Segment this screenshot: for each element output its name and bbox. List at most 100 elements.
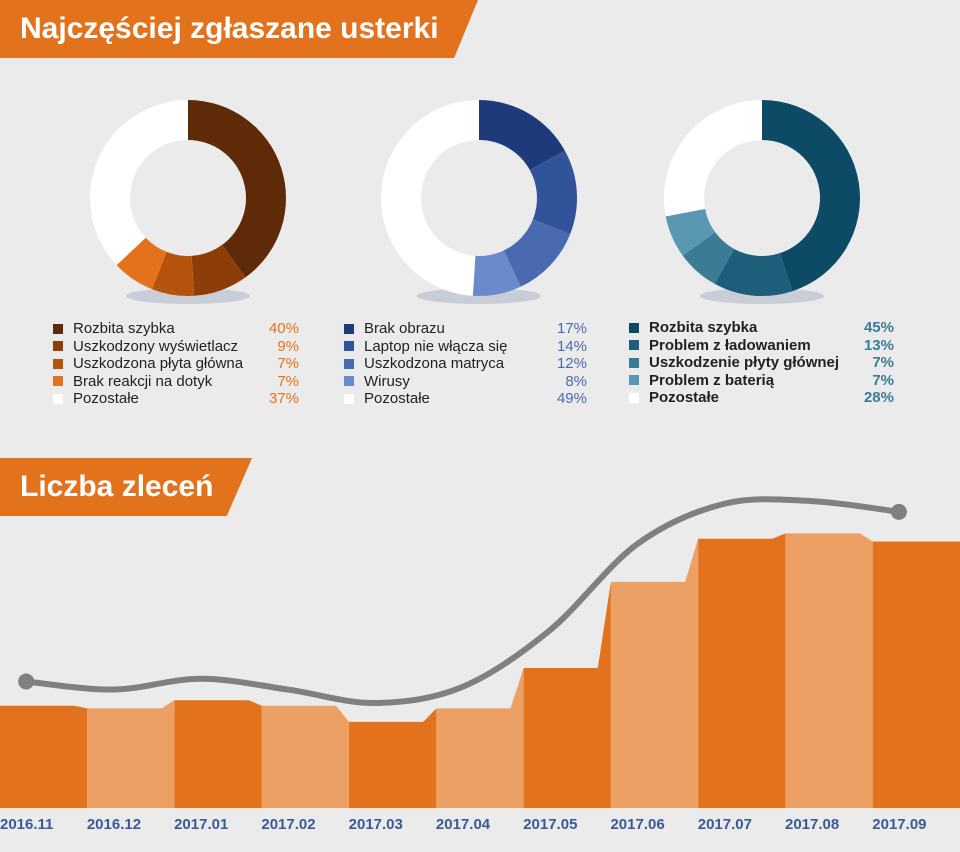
x-tick-label: 2017.07 [697,816,752,833]
x-tick-label: 2017.06 [610,816,665,833]
donut-chart-3 [663,100,860,304]
orders-bar [610,538,699,808]
legend-row: Pozostałe 49% [344,390,587,408]
legend-swatch [53,358,63,369]
legend-label: Uszkodzenie płyty głównej [649,354,840,371]
orders-bar [0,705,88,808]
legend-value: 40% [268,320,299,337]
donut-slice [665,208,716,256]
legend-value: 49% [556,390,587,407]
legend-row: Brak reakcji na dotyk 7% [53,373,299,391]
donut-slice [663,100,762,217]
orders-line-end-point [890,503,907,520]
legend-label: Brak obrazu [364,320,445,337]
donut-slice [682,232,735,284]
legend-value: 28% [863,389,894,406]
legend-row: Uszkodzenie płyty głównej 7% [629,354,894,372]
legend-value: 37% [268,390,299,407]
legend-swatch [629,392,639,403]
legend-faults-laptop: Brak obrazu 17% Laptop nie włącza się 14% Us… [344,320,587,408]
legend-label: Uszkodzona matryca [364,355,505,372]
orders-bar [87,700,175,808]
legend-value: 13% [863,336,894,354]
legend-row: Brak obrazu 17% [344,320,587,338]
x-tick-label: 2017.01 [174,816,229,833]
section-title-orders: Liczba zleceń [0,458,252,516]
legend-swatch [53,376,63,387]
donut-slice [151,251,195,296]
orders-bar [261,705,350,808]
orders-x-axis-labels: 2016.11 2016.12 2017.01 2017.02 2017.03 2017.… [0,816,960,840]
legend-label: Pozostałe [649,389,720,406]
orders-bar [349,708,437,808]
donut-slice [529,150,577,235]
legend-swatch [344,376,354,387]
legend-value: 17% [556,320,587,337]
x-tick-label: 2017.03 [348,816,403,833]
donut-slice [90,100,188,266]
section-title-faults-text: Najczęściej zgłaszane usterki [20,12,439,45]
donut-slice [191,244,246,296]
legend-label: Rozbita szybka [649,319,758,336]
legend-value: 7% [277,355,299,372]
donut-shadow [126,288,250,304]
legend-row: Wirusy 8% [344,373,587,391]
orders-bar [436,668,524,808]
legend-value: 14% [556,337,587,355]
donut-slice [714,248,793,297]
orders-line-start-point [18,673,35,690]
legend-faults-phone: Rozbita szybka 40% Uszkodzony wyświetlacz 9… [53,320,299,408]
legend-value: 9% [277,337,299,355]
legend-swatch [629,340,639,351]
x-tick-label: 2016.12 [86,816,142,833]
legend-row: Uszkodzona matryca 12% [344,355,587,373]
legend-swatch [344,358,354,369]
donut-charts [90,100,860,304]
legend-swatch [629,375,639,386]
orders-bar [523,581,611,808]
legend-value: 7% [872,371,894,389]
legend-value: 8% [565,372,587,390]
legend-label: Uszkodzony wyświetlacz [73,337,239,355]
orders-bars [0,533,960,808]
legend-value: 45% [863,319,894,336]
x-tick-label: 2017.02 [261,816,316,833]
donut-slice [762,100,860,292]
legend-label: Laptop nie włącza się [364,337,508,355]
x-tick-label: 2016.11 [0,816,54,833]
legend-label: Pozostałe [73,390,139,407]
legend-value: 7% [277,372,299,390]
legend-value: 7% [872,354,894,371]
x-tick-label: 2017.09 [872,816,927,833]
legend-label: Rozbita szybka [73,320,175,337]
donut-shadow [417,288,541,304]
legend-row: Pozostałe 37% [53,390,299,408]
legend-row: Problem z baterią 7% [629,372,894,390]
legend-label: Brak reakcji na dotyk [73,372,213,390]
section-title-faults: Najczęściej zgłaszane usterki [0,0,478,58]
donut-slice [479,100,565,171]
legend-swatch [629,322,639,333]
legend-label: Pozostałe [364,390,430,407]
legend-row: Uszkodzony wyświetlacz 9% [53,338,299,356]
legend-row: Laptop nie włącza się 14% [344,338,587,356]
legend-label: Wirusy [364,372,410,390]
legend-row: Rozbita szybka 40% [53,320,299,338]
x-tick-label: 2017.05 [523,816,578,833]
legend-swatch [344,323,354,334]
legend-swatch [344,393,354,404]
donut-slice [381,100,479,296]
legend-label: Uszkodzona płyta główna [73,355,244,372]
legend-row: Pozostałe 28% [629,389,894,407]
donut-chart-2 [381,100,577,304]
section-title-orders-text: Liczba zleceń [20,470,214,503]
x-tick-label: 2017.08 [785,816,840,833]
legend-swatch [53,323,63,334]
donut-slice [503,219,571,287]
donut-chart-1 [90,100,286,304]
donut-slice [472,250,521,296]
legend-row: Rozbita szybka 45% [629,319,894,337]
donut-slice [116,237,167,290]
donut-slice [188,100,286,278]
orders-bar [698,533,786,808]
